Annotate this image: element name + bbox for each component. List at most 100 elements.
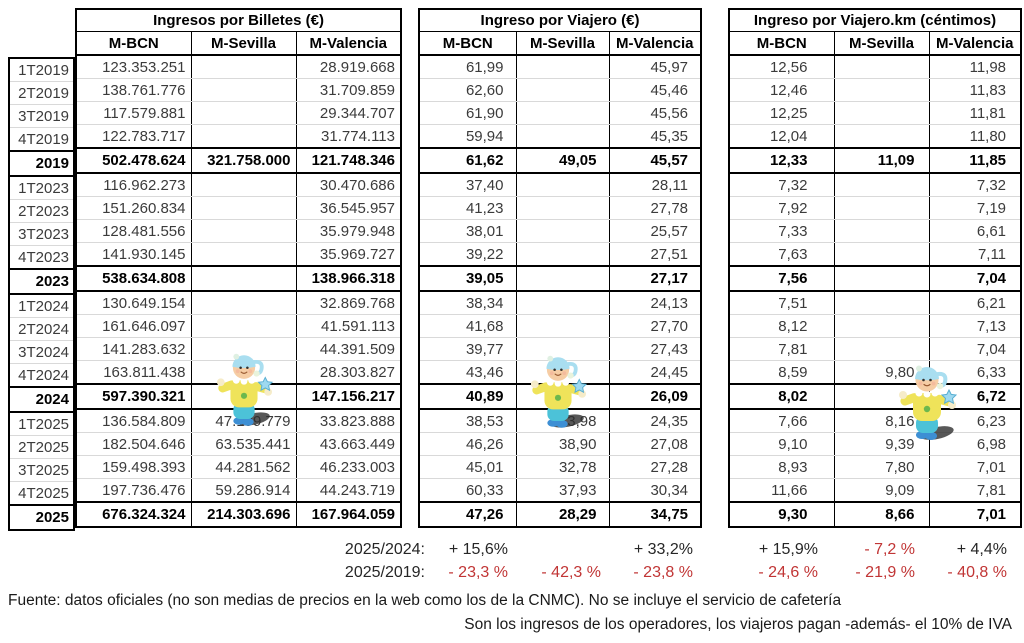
table-ingreso-viajero-km: Ingreso por Viajero.km (céntimos) M-BCN M-…	[728, 8, 1023, 528]
table-row: 138.761.776 31.709.859	[76, 78, 401, 102]
value-cell: 45,46	[609, 78, 702, 102]
column-header: M-BCN	[76, 31, 192, 56]
table-row: 41,23 27,78	[419, 196, 702, 220]
value-cell: 502.478.624	[76, 147, 192, 174]
value-cell: 12,25	[729, 101, 835, 125]
period-label: 3T2024	[9, 340, 74, 364]
value-cell: 39,05	[419, 265, 517, 292]
period-labels-column: 1T2019 2T2019 3T2019 4T2019 2019 1T2023 2T2023…	[8, 57, 75, 531]
table-row: 38,01 25,57	[419, 219, 702, 243]
value-cell	[516, 242, 610, 267]
value-cell: 28,29	[516, 501, 610, 528]
value-cell	[191, 219, 297, 243]
value-cell	[191, 173, 297, 197]
table-row: 62,60 45,46	[419, 78, 702, 102]
table-ingresos-billetes: Ingresos por Billetes (€) M-BCN M-Sevilla M…	[75, 8, 402, 528]
value-cell	[834, 314, 930, 338]
table-row: 7,81 7,04	[729, 337, 1022, 361]
table-row: 136.584.80947.199.77933.823.888	[76, 409, 401, 433]
period-label: 1T2024	[9, 294, 74, 318]
value-cell	[191, 124, 297, 149]
value-cell: 41,23	[419, 196, 517, 220]
value-cell: 27,08	[609, 432, 702, 456]
period-label: 1T2025	[9, 412, 74, 436]
period-label: 2023	[9, 268, 74, 295]
value-cell: 28.303.827	[296, 360, 401, 385]
value-cell: 27,43	[609, 337, 702, 361]
value-cell	[191, 242, 297, 267]
value-cell: 34,75	[609, 501, 702, 528]
period-label: 1T2023	[9, 176, 74, 200]
value-cell: 49,05	[516, 147, 610, 174]
value-cell: 121.748.346	[296, 147, 401, 174]
table-row: 47,26 28,29 34,75	[419, 501, 702, 528]
table-row: 2T2024	[9, 317, 74, 341]
value-cell: 44.391.509	[296, 337, 401, 361]
value-cell: 128.481.556	[76, 219, 192, 243]
value-cell: 41.591.113	[296, 314, 401, 338]
value-cell: 7,13	[929, 314, 1022, 338]
value-cell: 12,56	[729, 55, 835, 79]
table-row: 43,46 24,45	[419, 360, 702, 385]
table-row: 61,99 45,97	[419, 55, 702, 79]
value-cell: 45,56	[609, 101, 702, 125]
table-row: 7,51 6,21	[729, 291, 1022, 315]
value-cell: 11,09	[834, 147, 930, 174]
value-cell: 59.286.914	[191, 478, 297, 503]
table-row: 39,05 27,17	[419, 265, 702, 292]
period-label: 2024	[9, 386, 74, 413]
column-header: M-Sevilla	[516, 31, 610, 56]
value-cell: 538.634.808	[76, 265, 192, 292]
summary-value: + 15,9%	[758, 541, 818, 558]
column-header: M-Sevilla	[191, 31, 297, 56]
value-cell: 43,46	[419, 360, 517, 385]
value-cell: 36.545.957	[296, 196, 401, 220]
table-row: 4T2024	[9, 363, 74, 388]
summary-value: - 21,9 %	[855, 564, 915, 581]
table-row: 4T2023	[9, 245, 74, 270]
value-cell: 24,45	[609, 360, 702, 385]
table-row: 128.481.556 35.979.948	[76, 219, 401, 243]
value-cell: 46.233.003	[296, 455, 401, 479]
value-cell: 61,99	[419, 55, 517, 79]
value-cell: 7,56	[729, 265, 835, 292]
table-row: 1T2019	[9, 58, 74, 82]
table-row: 151.260.834 36.545.957	[76, 196, 401, 220]
value-cell	[834, 291, 930, 315]
value-cell	[516, 101, 610, 125]
table-row: 141.930.145 35.969.727	[76, 242, 401, 267]
value-cell: 28,11	[609, 173, 702, 197]
value-cell: 7,19	[929, 196, 1022, 220]
value-cell	[516, 124, 610, 149]
value-cell: 11,85	[929, 147, 1022, 174]
summary-value: - 7,2 %	[864, 541, 915, 558]
value-cell: 7,92	[729, 196, 835, 220]
value-cell: 7,32	[729, 173, 835, 197]
pocoyo-mascot-icon	[215, 352, 273, 428]
table-row: 8,59 9,80 6,33	[729, 360, 1022, 385]
value-cell: 24,35	[609, 409, 702, 433]
pocoyo-mascot-icon	[897, 364, 957, 442]
table-row: 59,94 45,35	[419, 124, 702, 149]
summary-value: - 24,6 %	[758, 564, 818, 581]
table-row: 12,04 11,80	[729, 124, 1022, 149]
summary-value: - 23,3 %	[448, 564, 508, 581]
table-row: 3T2023	[9, 222, 74, 246]
value-cell: 47,26	[419, 501, 517, 528]
value-cell: 27,51	[609, 242, 702, 267]
value-cell	[516, 219, 610, 243]
table-row: 2025	[9, 504, 74, 531]
table-row: 123.353.251 28.919.668	[76, 55, 401, 79]
value-cell: 6,98	[929, 432, 1022, 456]
table-title: Ingreso por Viajero.km (céntimos)	[729, 9, 1022, 32]
table-row: 7,32 7,32	[729, 173, 1022, 197]
table-row: 197.736.476 59.286.914 44.243.719	[76, 478, 401, 503]
table-row: 39,77 27,43	[419, 337, 702, 361]
period-label: 1T2019	[9, 58, 74, 82]
table-row: 538.634.808 138.966.318	[76, 265, 401, 292]
period-label: 2T2019	[9, 81, 74, 105]
value-cell	[191, 196, 297, 220]
value-cell: 6,21	[929, 291, 1022, 315]
table-row: 2T2019	[9, 81, 74, 105]
value-cell: 7,81	[929, 478, 1022, 503]
